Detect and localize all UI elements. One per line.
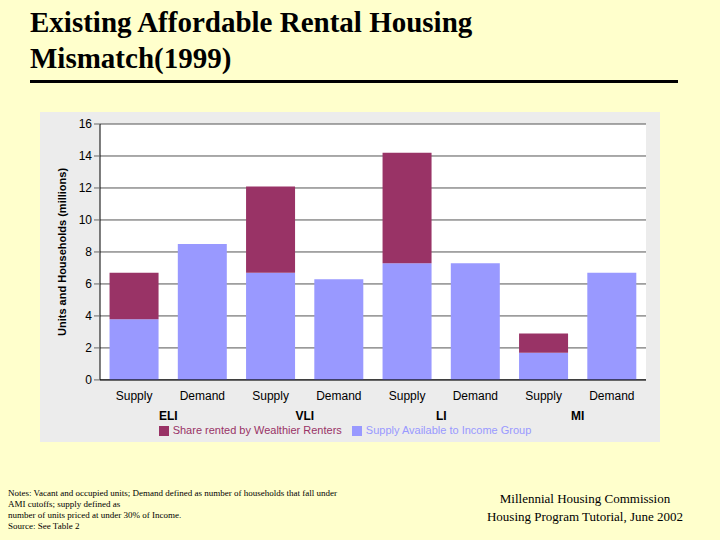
svg-text:VLI: VLI [295, 409, 314, 423]
svg-text:0: 0 [85, 373, 92, 387]
svg-text:Supply: Supply [116, 389, 153, 403]
svg-text:4: 4 [85, 309, 92, 323]
svg-text:ELI: ELI [159, 409, 178, 423]
svg-text:2: 2 [85, 341, 92, 355]
html-text:Millennial Housing Commission: Millennial Housing Commission [499, 491, 671, 506]
html-text:Housing Program Tutorial, June: Housing Program Tutorial, June 2002 [487, 509, 683, 524]
svg-text:14: 14 [79, 149, 93, 163]
svg-text:Supply: Supply [525, 389, 562, 403]
html-text:Supply Available to Income Gro: Supply Available to Income Group [365, 423, 532, 436]
svg-text:16: 16 [79, 117, 93, 131]
svg-text:LI: LI [436, 409, 447, 423]
svg-text:Supply: Supply [389, 389, 426, 403]
html-text:Share rented by Wealthier Rent: Share rented by Wealthier Renters [172, 423, 342, 436]
html-text:Existing Affordable Rental Hou: Existing Affordable Rental Housing Misma… [30, 6, 473, 74]
svg-text:12: 12 [79, 181, 93, 195]
svg-text:8: 8 [85, 245, 92, 259]
svg-text:Demand: Demand [180, 389, 225, 403]
html-text:number of units priced at unde: number of units priced at under 30% of I… [8, 510, 182, 520]
svg-text:Demand: Demand [589, 389, 634, 403]
svg-text:6: 6 [85, 277, 92, 291]
html-text:Notes: Vacant and occupied uni: Notes: Vacant and occupied units; Demand… [8, 488, 337, 498]
html-text:AMI cutoffs; supply defined as: AMI cutoffs; supply defined as [8, 499, 121, 509]
svg-text:Demand: Demand [453, 389, 498, 403]
html-text:Source: See Table 2: Source: See Table 2 [8, 521, 80, 531]
svg-text:Units and Households (millions: Units and Households (millions) [56, 168, 68, 336]
svg-text:Supply: Supply [252, 389, 289, 403]
svg-text:Demand: Demand [316, 389, 361, 403]
svg-text:MI: MI [571, 409, 584, 423]
svg-text:10: 10 [79, 213, 93, 227]
